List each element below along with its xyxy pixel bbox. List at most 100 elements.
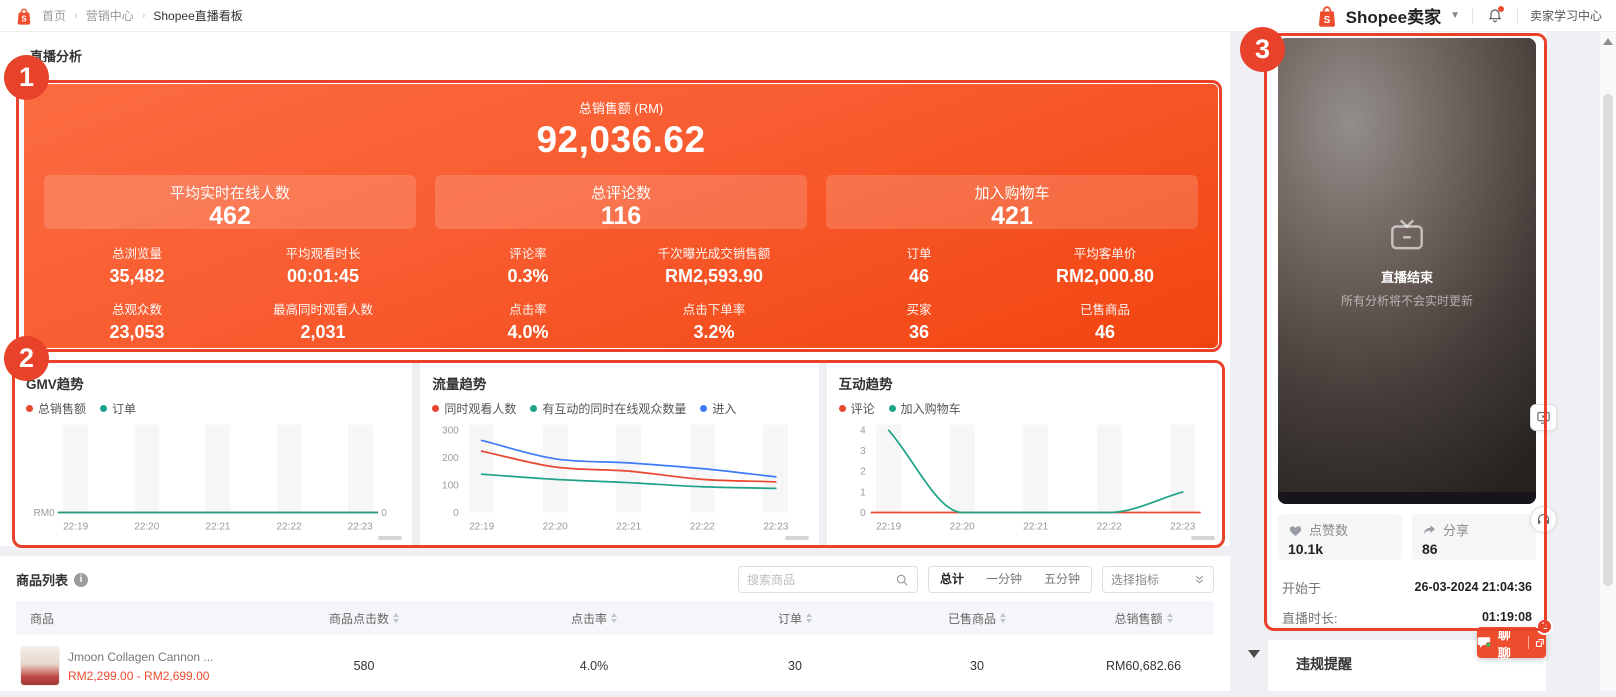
legend-dot [100, 405, 108, 412]
chart-legend: 评论 加入购物车 [838, 400, 1213, 417]
column-header-product: 商品 [30, 611, 55, 626]
page-scrollbar[interactable] [1599, 32, 1616, 691]
svg-text:22:22: 22:22 [1096, 522, 1121, 533]
stat-item: 点击率 4.0% [507, 303, 549, 342]
svg-text:RM0: RM0 [33, 508, 55, 519]
column-header-sold[interactable]: 已售商品 [881, 610, 1073, 627]
search-input[interactable] [746, 572, 889, 587]
segment-one-minute[interactable]: 一分钟 [985, 572, 1022, 586]
product-thumbnail [20, 646, 60, 686]
bell-icon [1488, 8, 1502, 22]
legend-item[interactable]: 同时观看人数 [432, 400, 516, 417]
live-ended-title: 直播结束 [1380, 270, 1433, 285]
svg-text:100: 100 [442, 480, 459, 491]
cell-clicks: 580 [353, 659, 375, 673]
legend-item[interactable]: 评论 [838, 400, 875, 417]
chat-button[interactable]: 聊聊 [1477, 627, 1546, 661]
shopee-logo-icon: S [14, 6, 34, 26]
svg-text:22:23: 22:23 [348, 522, 373, 533]
svg-text:22:22: 22:22 [690, 522, 715, 533]
column-header-orders[interactable]: 订单 [709, 610, 881, 627]
segment-total[interactable]: 总计 [939, 572, 964, 586]
avg-online-viewers-card: 平均实时在线人数 462 [44, 175, 416, 229]
legend-item[interactable]: 进入 [700, 400, 736, 417]
breadcrumb-marketing-center[interactable]: 营销中心 [85, 9, 134, 23]
chart-title: 互动趋势 [838, 377, 893, 392]
stat-item: 订单 46 [906, 247, 932, 286]
started-at-row: 开始于 26-03-2024 21:04:36 [1282, 572, 1532, 602]
scroll-down-indicator[interactable] [1248, 650, 1260, 658]
seller-learning-center-link[interactable]: 卖家学习中心 [1529, 9, 1602, 23]
notifications-button[interactable] [1485, 5, 1505, 26]
scrollbar-up-arrow[interactable] [1603, 38, 1613, 45]
legend-dot [838, 405, 846, 412]
overview-stats-column-engagement: 评论率 0.3% 千次曝光成交销售额 RM2,593.90 点击率 4.0% 点击下单… [435, 243, 807, 343]
topbar-right: S Shopee卖家 ▼ 卖家学习中心 [1315, 3, 1602, 28]
product-name[interactable]: Jmoon Collagen Cannon ... [68, 649, 214, 664]
legend-item[interactable]: 总销售额 [26, 400, 86, 417]
chart-legend: 总销售额 订单 [26, 400, 400, 417]
svg-text:0: 0 [381, 508, 387, 519]
product-list-title: 商品列表 [16, 573, 69, 588]
live-replay-floating-button[interactable] [1530, 404, 1557, 431]
chart-scroll-handle[interactable] [378, 536, 403, 540]
svg-text:200: 200 [442, 453, 459, 464]
column-header-sales[interactable]: 总销售额 [1073, 610, 1214, 627]
stat-item: 平均客单价 RM2,000.80 [1055, 247, 1155, 286]
chart-scroll-handle[interactable] [1191, 536, 1215, 540]
page-title: 直播分析 [30, 49, 83, 64]
info-icon[interactable]: i [74, 572, 89, 587]
svg-text:S: S [1323, 15, 1330, 26]
stat-label: 加入购物车 [974, 185, 1050, 202]
divider [1516, 7, 1518, 24]
breadcrumb-home[interactable]: 首页 [42, 9, 67, 23]
search-icon[interactable] [895, 573, 909, 587]
live-video-preview: 直播结束 所有分析将不会实时更新 [1278, 38, 1536, 504]
stat-value: 462 [209, 202, 251, 230]
legend-dot [888, 405, 896, 412]
video-bottom-bar [1278, 492, 1536, 504]
legend-item[interactable]: 有互动的同时在线观众数量 [530, 400, 686, 417]
total-sales-label: 总销售额 (RM) [578, 101, 664, 116]
live-session-sidebar: 直播结束 所有分析将不会实时更新 点赞数 10.1k 分享 86 [1268, 32, 1546, 630]
duration-value: 01:19:08 [1481, 610, 1532, 624]
likes-stat-box: 点赞数 10.1k [1278, 514, 1402, 560]
started-at-value: 26-03-2024 21:04:36 [1414, 580, 1532, 594]
svg-text:22:20: 22:20 [949, 522, 974, 533]
column-header-clicks[interactable]: 商品点击数 [249, 610, 479, 627]
stat-item: 总观众数 23,053 [109, 303, 165, 342]
scrollbar-thumb[interactable] [1603, 94, 1613, 586]
column-header-ctr[interactable]: 点击率 [479, 610, 709, 627]
shopee-logo-icon: S [1315, 4, 1339, 28]
stat-item: 买家 36 [906, 303, 932, 342]
heart-icon [1289, 525, 1302, 536]
segment-five-minutes[interactable]: 五分钟 [1043, 572, 1080, 586]
metric-select-dropdown[interactable]: 选择指标 [1102, 566, 1214, 593]
legend-item[interactable]: 加入购物车 [888, 400, 961, 417]
chart-scroll-handle[interactable] [784, 536, 809, 540]
gmv-trend-chart: GMV趋势 总销售额 订单 RM0 0 22:19 22:20 22:21 22:22 22:… [14, 363, 413, 546]
total-sales-value: 92,036.62 [536, 119, 706, 160]
stat-value: 421 [991, 202, 1033, 230]
chart-legend: 同时观看人数 有互动的同时在线观众数量 进入 [432, 400, 806, 417]
stat-item: 最高同时观看人数 2,031 [272, 303, 373, 342]
stat-item: 点击下单率 3.2% [682, 303, 746, 342]
account-switcher[interactable]: S Shopee卖家 ▼ [1315, 3, 1460, 28]
legend-item[interactable]: 订单 [100, 400, 136, 417]
stat-item: 评论率 0.3% [507, 247, 549, 286]
svg-text:22:23: 22:23 [1170, 522, 1195, 533]
svg-text:3: 3 [860, 446, 866, 457]
section-gap [0, 546, 1230, 556]
chart-plot: RM0 0 22:19 22:20 22:21 22:22 22:23 [33, 424, 387, 533]
share-icon [1423, 524, 1436, 534]
svg-text:2: 2 [860, 467, 866, 478]
breadcrumb-current-page: Shopee直播看板 [153, 9, 243, 23]
popup-window-icon[interactable] [1534, 637, 1546, 649]
support-floating-button[interactable] [1530, 506, 1557, 533]
stat-value: 116 [600, 202, 642, 230]
product-price: RM2,299.00 - RM2,699.00 [68, 668, 210, 683]
table-row[interactable]: Jmoon Collagen Cannon ... RM2,299.00 - R… [16, 635, 1214, 697]
chat-bubble-icon [1477, 637, 1492, 648]
monitor-play-icon [1537, 411, 1550, 424]
